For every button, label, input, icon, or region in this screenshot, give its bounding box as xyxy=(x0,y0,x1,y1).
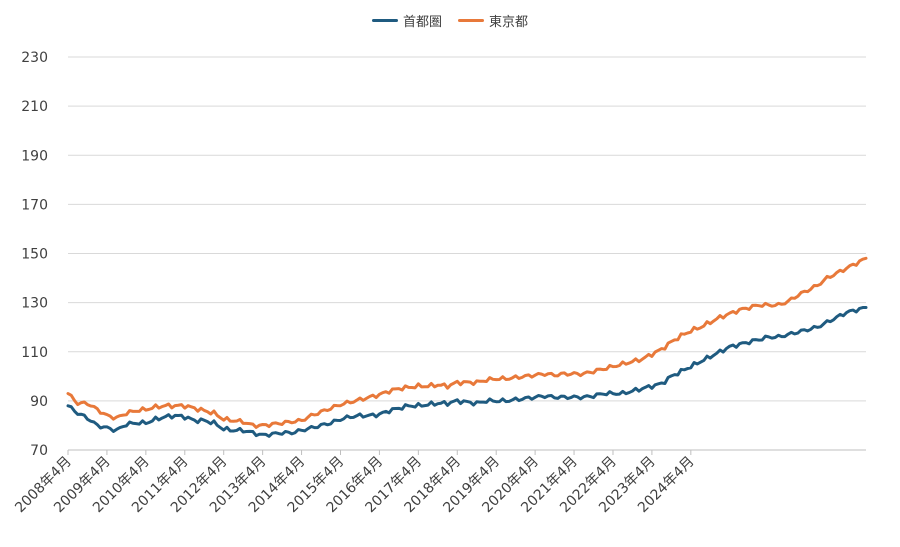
y-tick-label: 90 xyxy=(30,394,48,410)
legend-item-shutoken: 首都圏 xyxy=(371,11,442,30)
y-tick-label: 150 xyxy=(21,247,48,263)
y-tick-label: 230 xyxy=(21,50,48,66)
chart-legend: 首都圏 東京都 xyxy=(0,11,900,30)
y-tick-label: 190 xyxy=(21,148,48,164)
series-line-shutoken xyxy=(66,305,868,438)
series-line-tokyo xyxy=(66,256,868,429)
gridlines xyxy=(68,56,866,402)
legend-swatch-tokyo xyxy=(458,19,484,22)
y-tick-label: 130 xyxy=(21,296,48,312)
legend-item-tokyo: 東京都 xyxy=(458,11,528,30)
y-tick-label: 110 xyxy=(21,345,48,361)
legend-label-tokyo: 東京都 xyxy=(489,15,529,30)
legend-label-shutoken: 首都圏 xyxy=(402,15,442,30)
legend-swatch-shutoken xyxy=(371,19,398,22)
x-axis: 2008年4月2009年4月2010年4月2011年4月2012年4月2013年… xyxy=(12,449,866,516)
y-axis-ticks: 70 90 110 130 150 170 190 210 230 xyxy=(21,50,48,459)
series-lines xyxy=(66,256,868,438)
y-tick-label: 170 xyxy=(21,197,48,213)
y-tick-label: 210 xyxy=(21,99,48,115)
y-tick-label: 70 xyxy=(30,443,48,459)
